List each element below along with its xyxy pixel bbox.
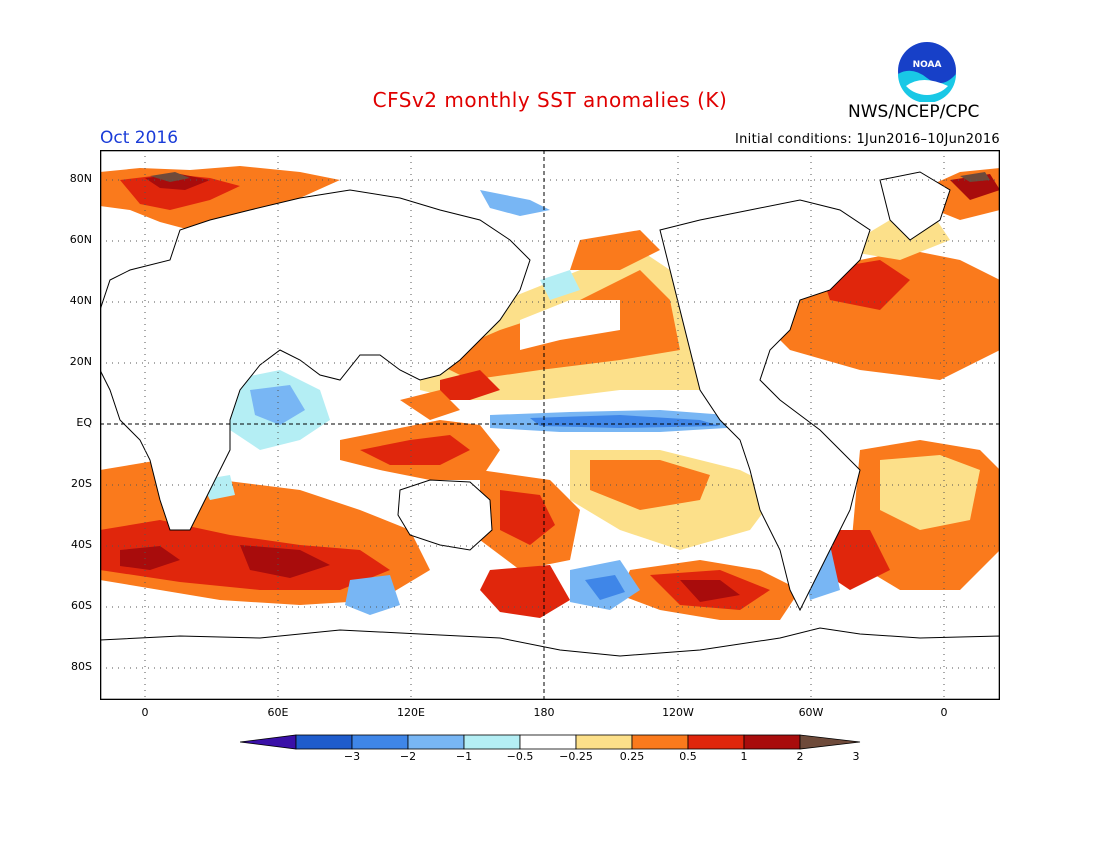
noaa-logo: NOAA — [897, 41, 957, 102]
colorbar-cell — [295, 734, 353, 750]
colorbar-tick-label: −3 — [343, 750, 361, 763]
colorbar-tick-label: 2 — [796, 750, 804, 763]
colorbar-cell — [575, 734, 633, 750]
lat-label-eq: EQ — [76, 416, 92, 429]
colorbar-tick-label: 0.25 — [619, 750, 645, 763]
lat-label-40s: 40S — [71, 538, 92, 551]
colorbar-cell — [351, 734, 409, 750]
map-title: CFSv2 monthly SST anomalies (K) — [372, 88, 728, 112]
colorbar-cell — [631, 734, 689, 750]
lon-label-120w: 120W — [662, 706, 694, 719]
lon-label-120e: 120E — [397, 706, 425, 719]
colorbar-tick-label: −2 — [399, 750, 417, 763]
agency-label: NWS/NCEP/CPC — [848, 102, 980, 122]
anomaly-field — [100, 166, 1000, 620]
lon-label-60w: 60W — [798, 706, 824, 719]
map-frame — [100, 150, 1000, 700]
colorbar-cell — [519, 734, 577, 750]
lon-label-0-west: 0 — [141, 706, 149, 719]
graticule — [100, 150, 1000, 700]
lon-label-180: 180 — [533, 706, 555, 719]
colorbar-cell — [743, 734, 801, 750]
lat-label-20n: 20N — [69, 355, 92, 368]
colorbar-tick-label: −1 — [455, 750, 473, 763]
forecast-month-label: Oct 2016 — [100, 128, 179, 148]
lat-label-60n: 60N — [69, 233, 92, 246]
lon-label-60e: 60E — [267, 706, 289, 719]
colorbar-tick-label: 3 — [852, 750, 860, 763]
lat-label-80s: 80S — [71, 660, 92, 673]
colorbar-tick-label: 0.5 — [679, 750, 697, 763]
sst-anomaly-map — [100, 150, 1000, 700]
colorbar-arrow-high — [799, 734, 861, 750]
colorbar-cell — [407, 734, 465, 750]
lat-label-20s: 20S — [71, 477, 92, 490]
reference-lines — [100, 150, 1000, 700]
lat-label-40n: 40N — [69, 294, 92, 307]
initial-conditions-label: Initial conditions: 1Jun2016–10Jun2016 — [734, 132, 1000, 147]
colorbar — [240, 734, 861, 750]
colorbar-arrow-low — [240, 734, 297, 750]
colorbar-tick-label: −0.5 — [506, 750, 534, 763]
lon-label-0-east: 0 — [940, 706, 948, 719]
colorbar-tick-label: −0.25 — [559, 750, 593, 763]
lat-label-80n: 80N — [69, 172, 92, 185]
logo-lettering: NOAA — [913, 60, 942, 70]
colorbar-tick-label: 1 — [740, 750, 748, 763]
colorbar-cell — [463, 734, 521, 750]
colorbar-cell — [687, 734, 745, 750]
lat-label-60s: 60S — [71, 599, 92, 612]
